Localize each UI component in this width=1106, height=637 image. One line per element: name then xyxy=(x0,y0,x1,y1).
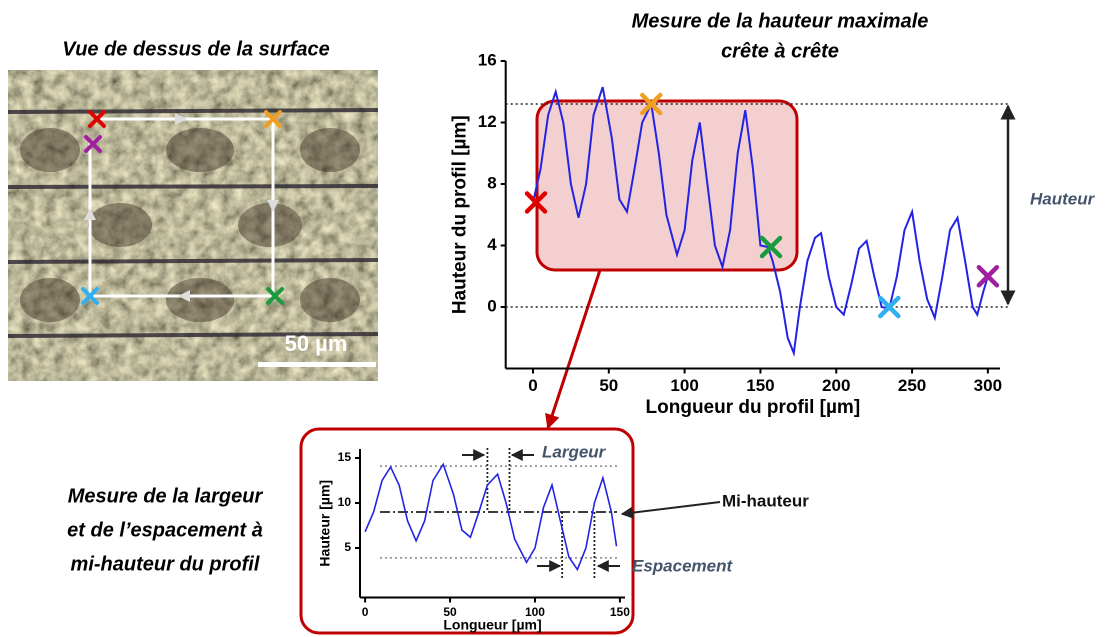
x-tick-label: 50 xyxy=(443,605,457,619)
profile-line xyxy=(364,462,618,572)
x-tick-label: 50 xyxy=(599,376,618,395)
y-tick-label: 8 xyxy=(487,173,496,192)
chart-title: Mesure de la hauteur maximale xyxy=(632,10,929,32)
annotation: Mi-hauteur xyxy=(722,491,809,510)
annotation: Hauteur xyxy=(1030,189,1096,208)
annotation: Espacement xyxy=(632,556,733,575)
x-tick-label: 0 xyxy=(362,605,369,619)
x-tick-label: 200 xyxy=(822,376,850,395)
x-tick-label: 100 xyxy=(670,376,698,395)
point-marker xyxy=(524,191,548,214)
inset-frame xyxy=(299,427,635,635)
y-tick-label: 12 xyxy=(478,112,497,131)
x-tick-label: 150 xyxy=(610,605,630,619)
x-tick-label: 250 xyxy=(898,376,926,395)
surface-image: 50 µm xyxy=(7,70,379,381)
y-tick-label: 0 xyxy=(487,296,496,315)
y-tick-label: 4 xyxy=(487,235,497,254)
y-tick-label: 5 xyxy=(344,540,351,554)
chart-title: crête à crête xyxy=(721,40,839,62)
x-axis-label: Longueur [µm] xyxy=(443,617,541,633)
zoom-arrow xyxy=(545,269,602,430)
point-marker xyxy=(640,92,663,116)
x-tick-label: 0 xyxy=(528,376,537,395)
point-marker xyxy=(878,295,901,319)
inset-arrows xyxy=(462,449,721,572)
x-tick-label: 100 xyxy=(525,605,545,619)
y-tick-label: 10 xyxy=(338,495,352,509)
annotation: Largeur xyxy=(542,442,607,461)
scale-label: 50 µm xyxy=(285,331,348,356)
image-title: Vue de dessus de la surface xyxy=(62,38,330,60)
y-tick-label: 15 xyxy=(338,450,352,464)
chart-title: et de l’espacement à xyxy=(67,519,263,541)
y-tick-label: 16 xyxy=(478,50,497,69)
point-marker xyxy=(759,235,783,259)
x-tick-label: 300 xyxy=(974,376,1002,395)
y-axis-label: Hauteur [µm] xyxy=(316,480,332,567)
y-axis-label: Hauteur du profil [µm] xyxy=(449,115,470,314)
point-marker xyxy=(976,265,1000,288)
chart-title: Mesure de la largeur xyxy=(68,485,264,507)
chart-title: mi-hauteur du profil xyxy=(71,553,260,575)
zoom-region xyxy=(535,99,799,272)
x-tick-label: 150 xyxy=(746,376,774,395)
x-axis-label: Longueur du profil [µm] xyxy=(646,397,861,418)
profile-line xyxy=(532,86,989,358)
